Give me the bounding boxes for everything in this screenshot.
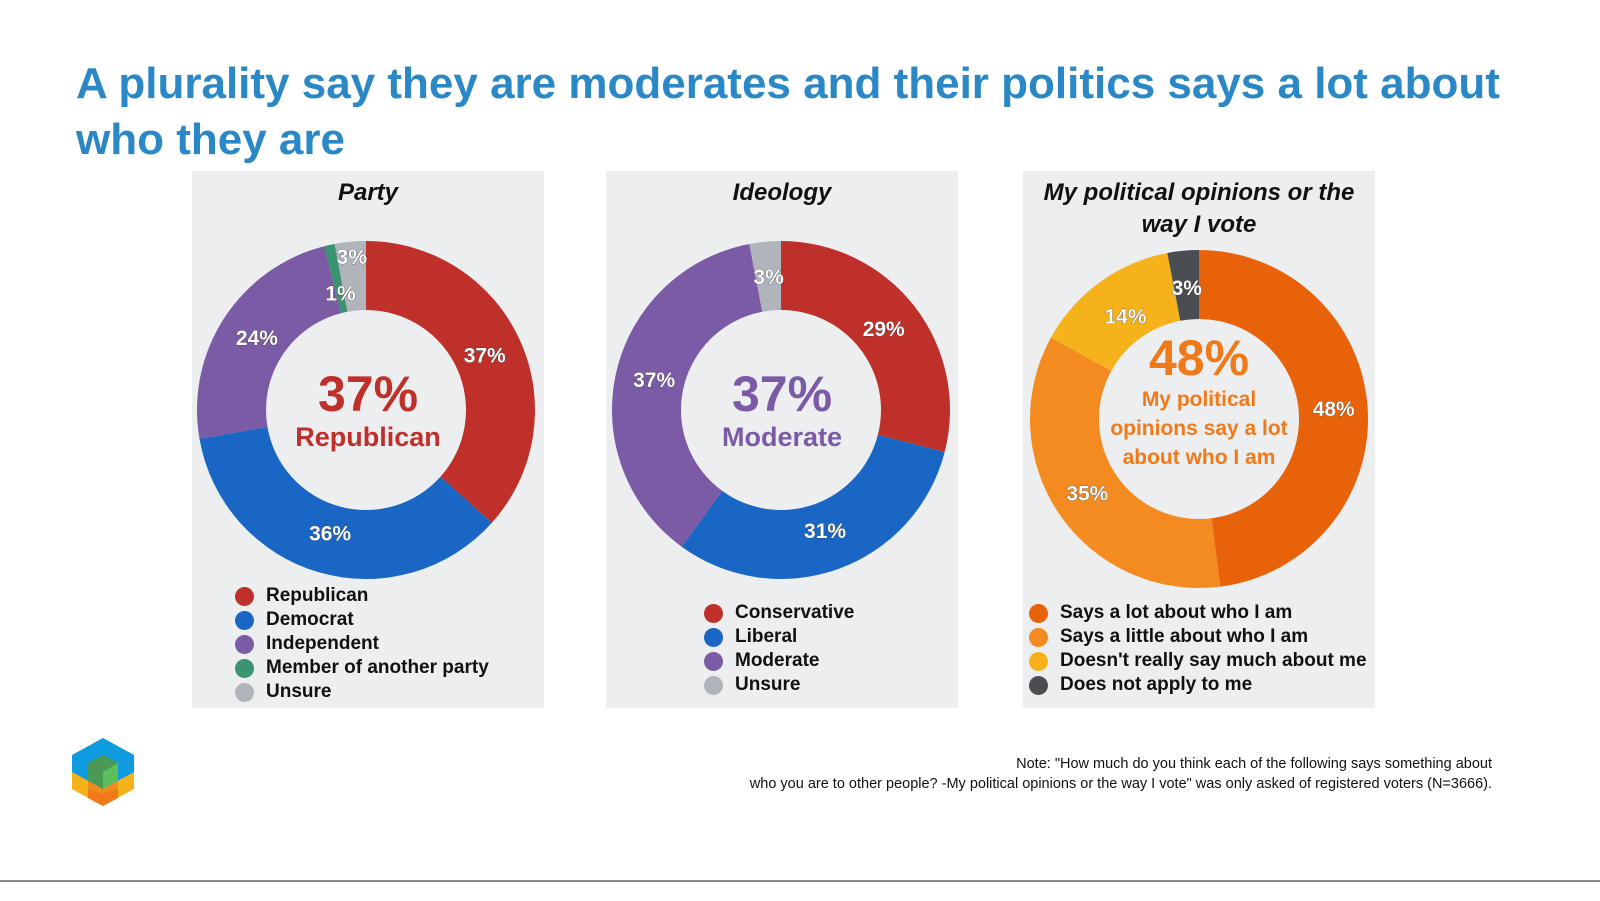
chart-title: My political opinions or the way I vote: [1043, 179, 1355, 238]
data-label: 3%: [1172, 277, 1203, 300]
slice-liberal: [681, 434, 945, 579]
legend-swatch: [235, 586, 254, 606]
center-label: Republican: [295, 422, 441, 452]
legend-label: Unsure: [735, 674, 801, 695]
slice-unsure: [749, 241, 781, 312]
legend-item: Conservative: [704, 601, 854, 625]
legend: Says a lot about who I am Says a little a…: [1029, 601, 1367, 697]
legend-label: Says a little about who I am: [1060, 626, 1309, 647]
legend-item: Republican: [235, 584, 489, 608]
logo-icon: [72, 738, 134, 806]
legend-swatch: [235, 682, 254, 702]
slice-moderate: [612, 243, 763, 547]
legend-label: Doesn't really say much about me: [1060, 650, 1367, 671]
chart-title: Party: [337, 179, 399, 206]
ideology-donut: 29% 31% 37% 3%: [612, 241, 950, 579]
ideology-panel: 29% 31% 37% 3% Ideology 37% Moderate Conser…: [606, 171, 958, 708]
legend-swatch: [235, 610, 254, 630]
legend-swatch: [1029, 651, 1048, 671]
legend-item: Says a little about who I am: [1029, 625, 1367, 649]
legend-swatch: [1029, 675, 1048, 695]
legend-swatch: [704, 651, 723, 671]
legend-swatch: [235, 658, 254, 678]
note-line: Note: "How much do you think each of the…: [1016, 756, 1492, 772]
slice-says-a-little-about-who-i-am: [1030, 337, 1221, 588]
legend-item: Unsure: [235, 680, 489, 704]
legend-label: Democrat: [266, 609, 354, 630]
legend-label: Unsure: [266, 681, 332, 702]
divider: [0, 880, 1600, 882]
vote-donut: 48% 35% 14% 3%: [1030, 250, 1369, 588]
data-label: 29%: [863, 318, 905, 341]
slice-says-a-lot-about-who-i-am: [1199, 250, 1369, 587]
center-value: 37%: [731, 366, 833, 422]
legend-swatch: [704, 675, 723, 695]
legend-swatch: [1029, 603, 1048, 623]
footnote: Note: "How much do you think each of the…: [750, 754, 1492, 794]
legend-label: Liberal: [735, 626, 798, 647]
center-value: 37%: [317, 366, 419, 422]
legend-label: Independent: [266, 633, 379, 654]
data-label: 36%: [309, 522, 351, 545]
legend-swatch: [1029, 627, 1048, 647]
slice-unsure: [334, 241, 366, 312]
data-label: 35%: [1066, 482, 1108, 505]
legend-label: Says a lot about who I am: [1060, 602, 1293, 623]
data-label: 37%: [633, 369, 675, 392]
chart-title: Ideology: [732, 179, 832, 206]
data-label: 24%: [236, 327, 278, 350]
data-label: 3%: [337, 246, 368, 269]
party-donut: 37% 36% 24% 1% 3%: [197, 241, 535, 580]
page-title: A plurality say they are moderates and t…: [76, 59, 1500, 164]
legend-item: Liberal: [704, 625, 854, 649]
legend-label: Republican: [266, 585, 369, 606]
slice-independent: [197, 246, 342, 439]
slice-democrat: [199, 427, 492, 580]
data-label: 48%: [1313, 398, 1355, 421]
legend-swatch: [704, 627, 723, 647]
legend-item: Unsure: [704, 673, 854, 697]
data-label: 31%: [804, 520, 846, 543]
slice-does-not-apply-to-me: [1167, 250, 1199, 321]
slice-doesn-t-really-say-much-about-me: [1050, 252, 1181, 371]
slice-conservative: [781, 241, 950, 453]
legend: Republican Democrat Independent Member of a…: [235, 584, 489, 704]
slice-member-of-another-party: [324, 243, 348, 314]
center-value: 48%: [1148, 330, 1250, 386]
legend-swatch: [704, 603, 723, 623]
data-label: 37%: [464, 345, 506, 368]
legend-item: Democrat: [235, 608, 489, 632]
legend-item: Says a lot about who I am: [1029, 601, 1367, 625]
legend: Conservative Liberal Moderate Unsure: [704, 601, 854, 697]
data-label: 3%: [753, 266, 784, 289]
legend-item: Independent: [235, 632, 489, 656]
legend-label: Moderate: [735, 650, 820, 671]
center-label: My political opinions say a lot about wh…: [1110, 388, 1288, 469]
data-label: 1%: [325, 282, 356, 305]
legend-item: Doesn't really say much about me: [1029, 649, 1367, 673]
note-line: who you are to other people? -My politic…: [749, 776, 1492, 792]
legend-label: Does not apply to me: [1060, 674, 1253, 695]
slice-republican: [366, 241, 535, 523]
vote-panel: 48% 35% 14% 3% My political opinions or the…: [1023, 171, 1375, 708]
legend-swatch: [235, 634, 254, 654]
legend-label: Conservative: [735, 602, 855, 623]
center-label: Moderate: [721, 422, 843, 452]
legend-label: Member of another party: [266, 657, 489, 678]
data-label: 14%: [1105, 305, 1147, 328]
legend-item: Moderate: [704, 649, 854, 673]
legend-item: Member of another party: [235, 656, 489, 680]
party-panel: 37% 36% 24% 1% 3% Party 37% Republican Repub…: [192, 171, 544, 708]
legend-item: Does not apply to me: [1029, 673, 1367, 697]
